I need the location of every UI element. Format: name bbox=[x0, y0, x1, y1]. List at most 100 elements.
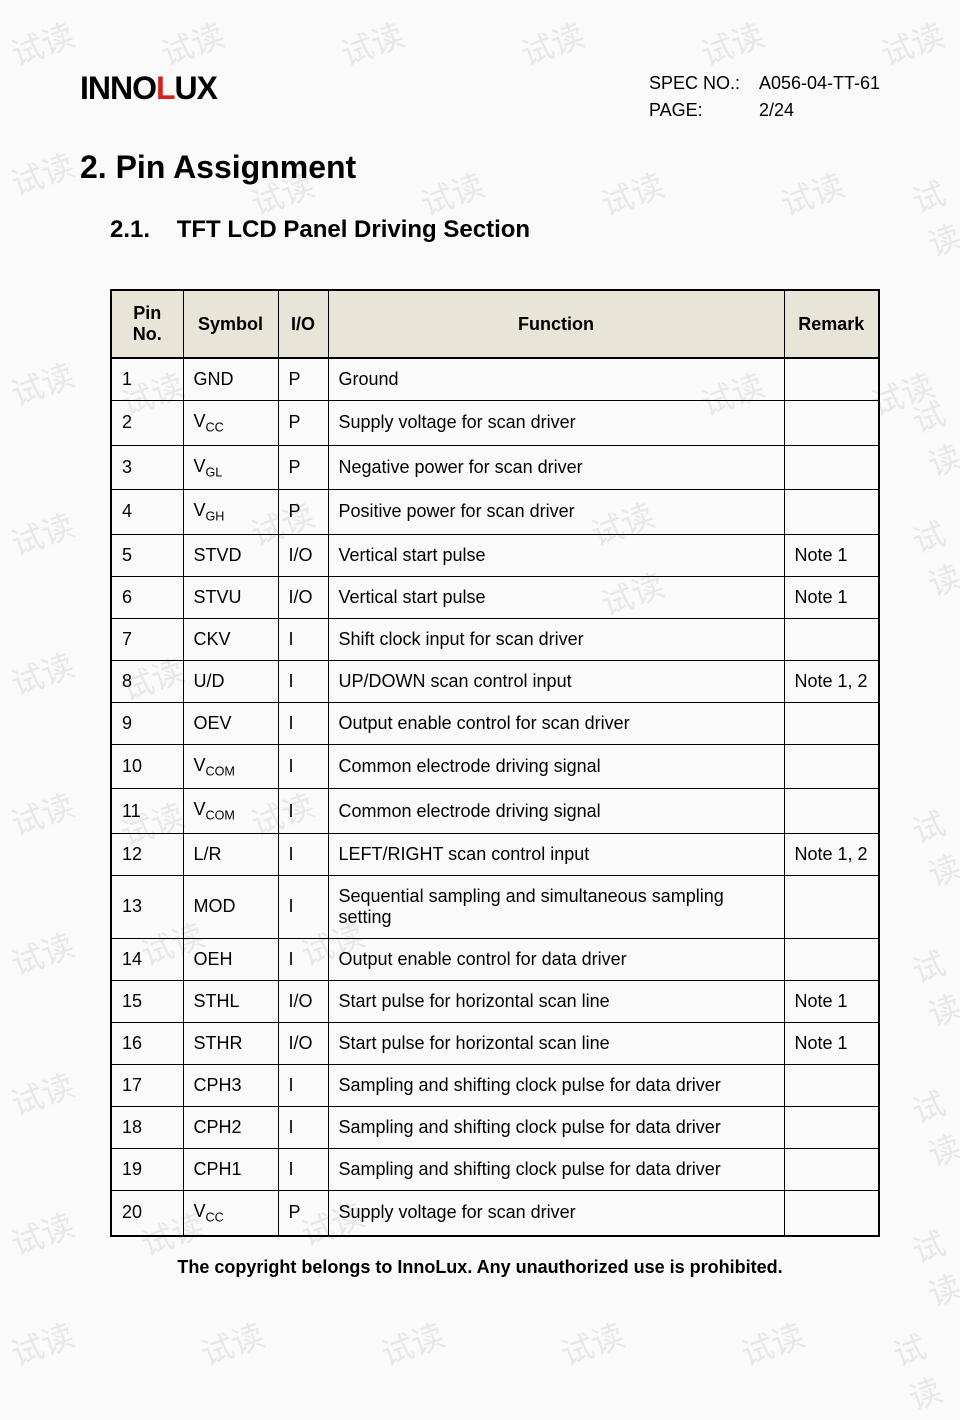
cell-remark bbox=[784, 490, 879, 535]
cell-remark: Note 1 bbox=[784, 576, 879, 618]
cell-pin: 3 bbox=[111, 445, 183, 490]
cell-function: Output enable control for scan driver bbox=[328, 702, 784, 744]
cell-symbol: VCOM bbox=[183, 789, 278, 834]
cell-pin: 6 bbox=[111, 576, 183, 618]
table-row: 18CPH2ISampling and shifting clock pulse… bbox=[111, 1106, 879, 1148]
cell-symbol: VCC bbox=[183, 1190, 278, 1235]
cell-function: Supply voltage for scan driver bbox=[328, 401, 784, 446]
cell-pin: 13 bbox=[111, 875, 183, 938]
table-row: 13MODISequential sampling and simultaneo… bbox=[111, 875, 879, 938]
cell-io: I bbox=[278, 744, 328, 789]
cell-pin: 11 bbox=[111, 789, 183, 834]
table-row: 7CKVIShift clock input for scan driver bbox=[111, 618, 879, 660]
cell-symbol: VGL bbox=[183, 445, 278, 490]
cell-symbol: U/D bbox=[183, 660, 278, 702]
cell-pin: 15 bbox=[111, 980, 183, 1022]
cell-remark: Note 1 bbox=[784, 980, 879, 1022]
header-pin: Pin No. bbox=[111, 290, 183, 358]
cell-function: Common electrode driving signal bbox=[328, 789, 784, 834]
cell-io: P bbox=[278, 1190, 328, 1235]
table-row: 17CPH3ISampling and shifting clock pulse… bbox=[111, 1064, 879, 1106]
cell-io: P bbox=[278, 490, 328, 535]
cell-function: Negative power for scan driver bbox=[328, 445, 784, 490]
page-no-label: PAGE: bbox=[649, 97, 759, 124]
cell-function: Sequential sampling and simultaneous sam… bbox=[328, 875, 784, 938]
cell-io: I bbox=[278, 1148, 328, 1190]
cell-pin: 5 bbox=[111, 534, 183, 576]
cell-remark: Note 1 bbox=[784, 534, 879, 576]
cell-pin: 20 bbox=[111, 1190, 183, 1235]
cell-symbol: VGH bbox=[183, 490, 278, 535]
cell-io: I bbox=[278, 618, 328, 660]
table-row: 14OEHIOutput enable control for data dri… bbox=[111, 938, 879, 980]
cell-remark bbox=[784, 358, 879, 401]
spec-no-label: SPEC NO.: bbox=[649, 70, 759, 97]
pin-assignment-table: Pin No. Symbol I/O Function Remark 1GNDP… bbox=[110, 289, 880, 1237]
subsection-title: 2.1. TFT LCD Panel Driving Section bbox=[110, 216, 880, 244]
cell-function: Sampling and shifting clock pulse for da… bbox=[328, 1148, 784, 1190]
cell-io: I bbox=[278, 1106, 328, 1148]
cell-pin: 7 bbox=[111, 618, 183, 660]
table-row: 8U/DIUP/DOWN scan control inputNote 1, 2 bbox=[111, 660, 879, 702]
cell-pin: 19 bbox=[111, 1148, 183, 1190]
cell-io: P bbox=[278, 401, 328, 446]
cell-io: I bbox=[278, 875, 328, 938]
cell-function: Common electrode driving signal bbox=[328, 744, 784, 789]
watermark: 试读 bbox=[194, 1310, 270, 1375]
cell-io: I bbox=[278, 938, 328, 980]
cell-symbol: STHL bbox=[183, 980, 278, 1022]
cell-symbol: STHR bbox=[183, 1022, 278, 1064]
table-row: 4VGHPPositive power for scan driver bbox=[111, 490, 879, 535]
cell-remark bbox=[784, 445, 879, 490]
table-row: 10VCOMICommon electrode driving signal bbox=[111, 744, 879, 789]
cell-remark bbox=[784, 789, 879, 834]
spec-info: SPEC NO.: A056-04-TT-61 PAGE: 2/24 bbox=[649, 70, 880, 124]
cell-function: UP/DOWN scan control input bbox=[328, 660, 784, 702]
cell-function: Supply voltage for scan driver bbox=[328, 1190, 784, 1235]
cell-pin: 1 bbox=[111, 358, 183, 401]
subsection-number: 2.1. bbox=[110, 216, 150, 244]
table-row: 2VCCPSupply voltage for scan driver bbox=[111, 401, 879, 446]
cell-remark bbox=[784, 702, 879, 744]
cell-remark: Note 1 bbox=[784, 1022, 879, 1064]
watermark: 试读 bbox=[554, 1310, 630, 1375]
watermark: 试读 bbox=[374, 1310, 450, 1375]
cell-remark: Note 1, 2 bbox=[784, 660, 879, 702]
watermark: 试读 bbox=[4, 1310, 80, 1375]
cell-remark bbox=[784, 1106, 879, 1148]
cell-function: Vertical start pulse bbox=[328, 534, 784, 576]
cell-function: LEFT/RIGHT scan control input bbox=[328, 833, 784, 875]
cell-pin: 8 bbox=[111, 660, 183, 702]
table-row: 3VGLPNegative power for scan driver bbox=[111, 445, 879, 490]
cell-pin: 9 bbox=[111, 702, 183, 744]
cell-pin: 4 bbox=[111, 490, 183, 535]
table-row: 11VCOMICommon electrode driving signal bbox=[111, 789, 879, 834]
cell-pin: 14 bbox=[111, 938, 183, 980]
cell-function: Output enable control for data driver bbox=[328, 938, 784, 980]
subsection-text: TFT LCD Panel Driving Section bbox=[177, 216, 530, 243]
cell-io: I bbox=[278, 660, 328, 702]
cell-function: Sampling and shifting clock pulse for da… bbox=[328, 1064, 784, 1106]
cell-symbol: VCC bbox=[183, 401, 278, 446]
cell-symbol: STVD bbox=[183, 534, 278, 576]
cell-io: P bbox=[278, 445, 328, 490]
cell-pin: 16 bbox=[111, 1022, 183, 1064]
page-header: INNOLUX SPEC NO.: A056-04-TT-61 PAGE: 2/… bbox=[80, 70, 880, 124]
cell-remark bbox=[784, 401, 879, 446]
cell-symbol: CPH3 bbox=[183, 1064, 278, 1106]
cell-remark: Note 1, 2 bbox=[784, 833, 879, 875]
watermark: 试读 bbox=[886, 1313, 960, 1420]
cell-pin: 17 bbox=[111, 1064, 183, 1106]
page-no-value: 2/24 bbox=[759, 97, 794, 124]
cell-io: P bbox=[278, 358, 328, 401]
table-row: 12L/RILEFT/RIGHT scan control inputNote … bbox=[111, 833, 879, 875]
table-header-row: Pin No. Symbol I/O Function Remark bbox=[111, 290, 879, 358]
table-row: 16STHRI/OStart pulse for horizontal scan… bbox=[111, 1022, 879, 1064]
cell-pin: 10 bbox=[111, 744, 183, 789]
cell-symbol: VCOM bbox=[183, 744, 278, 789]
table-row: 19CPH1ISampling and shifting clock pulse… bbox=[111, 1148, 879, 1190]
cell-remark bbox=[784, 938, 879, 980]
header-function: Function bbox=[328, 290, 784, 358]
table-row: 15STHLI/OStart pulse for horizontal scan… bbox=[111, 980, 879, 1022]
cell-io: I/O bbox=[278, 576, 328, 618]
